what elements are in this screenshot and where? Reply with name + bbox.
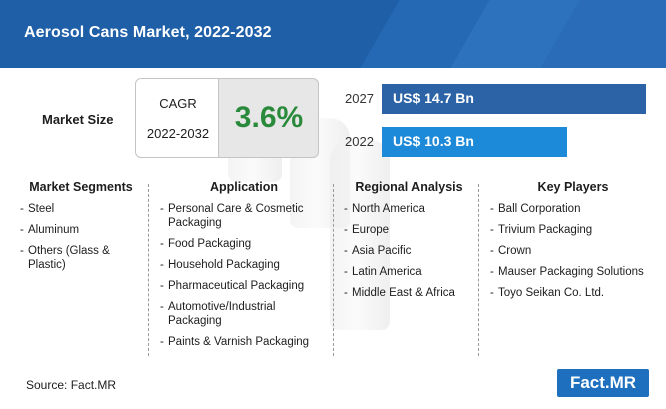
segment-item: Latin America — [344, 265, 474, 279]
header-banner: Aerosol Cans Market, 2022-2032 — [0, 0, 666, 68]
segment-list: Personal Care & Cosmetic Packaging Food P… — [160, 202, 328, 349]
segment-item: Automotive/Industrial Packaging — [160, 300, 328, 328]
segment-item: Others (Glass & Plastic) — [20, 244, 142, 272]
source-note: Source: Fact.MR — [26, 378, 117, 392]
cagr-value-box: 3.6% — [219, 78, 319, 158]
column-divider — [478, 184, 479, 356]
bar-2027 — [382, 84, 646, 114]
segment-item: Paints & Varnish Packaging — [160, 335, 328, 349]
segment-item: Household Packaging — [160, 258, 328, 272]
segment-item: Crown — [490, 244, 656, 258]
segment-heading: Regional Analysis — [355, 180, 463, 194]
segment-item: Personal Care & Cosmetic Packaging — [160, 202, 328, 230]
market-size-label: Market Size — [42, 112, 114, 127]
bar-2022 — [382, 127, 567, 157]
segment-item: Ball Corporation — [490, 202, 656, 216]
segment-item: Toyo Seikan Co. Ltd. — [490, 286, 656, 300]
bar-value-label: US$ 14.7 Bn — [393, 90, 474, 106]
segment-list: North America Europe Asia Pacific Latin Ame… — [344, 202, 474, 300]
segment-item: Mauser Packaging Solutions — [490, 265, 656, 279]
segment-item: Middle East & Africa — [344, 286, 474, 300]
page-title: Aerosol Cans Market, 2022-2032 — [24, 24, 272, 41]
segment-item: Food Packaging — [160, 237, 328, 251]
column-divider — [148, 184, 149, 356]
cagr-label: CAGR — [159, 96, 197, 111]
segment-heading: Key Players — [537, 180, 609, 194]
logo-text: Fact.MR — [569, 373, 637, 392]
segment-item: Aluminum — [20, 223, 142, 237]
segment-item: Steel — [20, 202, 142, 216]
bar-year-label: 2027 — [345, 91, 374, 106]
bar-value-label: US$ 10.3 Bn — [393, 133, 474, 149]
segment-column: Key Players Ball Corporation Trivium Packa… — [490, 180, 656, 360]
segment-column: Market Segments Steel Aluminum Others (Glas… — [20, 180, 142, 360]
cagr-period: 2022-2032 — [146, 126, 210, 141]
segment-column: Regional Analysis North America Europe Asia… — [344, 180, 474, 360]
segment-item: Europe — [344, 223, 474, 237]
bar-year-label: 2022 — [345, 134, 374, 149]
cagr-box: CAGR 2022-2032 — [135, 78, 219, 158]
market-size-bar-chart: 2027 US$ 14.7 Bn 2022 US$ 10.3 Bn — [345, 80, 646, 160]
segment-list: Ball Corporation Trivium Packaging Crown Ma… — [490, 202, 656, 300]
column-divider — [333, 184, 334, 356]
cagr-value: 3.6% — [234, 101, 304, 134]
segment-item: North America — [344, 202, 474, 216]
factmr-logo: Fact.MR — [557, 369, 649, 397]
segments-table: Market Segments Steel Aluminum Others (Glas… — [0, 180, 666, 365]
segment-item: Trivium Packaging — [490, 223, 656, 237]
segment-heading: Market Segments — [29, 180, 133, 194]
segment-item: Asia Pacific — [344, 244, 474, 258]
segment-column: Application Personal Care & Cosmetic Pack… — [160, 180, 328, 360]
segment-list: Steel Aluminum Others (Glass & Plastic) — [20, 202, 142, 272]
segment-item: Pharmaceutical Packaging — [160, 279, 328, 293]
segment-heading: Application — [209, 180, 279, 194]
